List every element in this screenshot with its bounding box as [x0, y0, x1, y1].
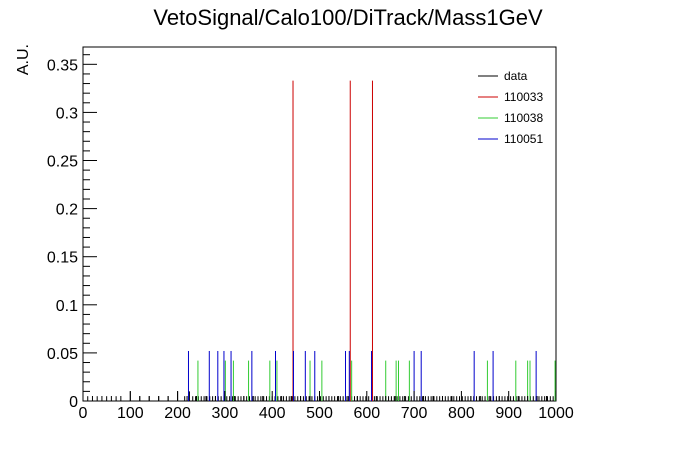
x-tick-label: 400: [259, 405, 286, 422]
histogram-bars: [87, 80, 556, 401]
x-tick-label: 500: [306, 405, 333, 422]
legend-entry-110038: 110038: [504, 111, 543, 125]
legend: data 110033 110038 110051: [478, 69, 543, 146]
plot-frame: [82, 46, 557, 402]
y-tick-label: 0.1: [56, 298, 78, 315]
x-tick-label: 300: [212, 405, 239, 422]
y-tick-label: 0.05: [47, 346, 78, 363]
y-tick-label: 0.15: [47, 250, 78, 267]
legend-entry-110051: 110051: [504, 132, 543, 146]
x-tick-label: 200: [164, 405, 191, 422]
axes: 0 100 200 300 400 500 600 700 800 900 1000 0 0.05 0.1…: [47, 54, 574, 422]
y-tick-label: 0.3: [56, 105, 78, 122]
y-tick-label: 0: [69, 394, 78, 411]
x-tick-label: 100: [117, 405, 144, 422]
y-tick-label: 0.2: [56, 202, 78, 219]
x-tick-label: 900: [495, 405, 522, 422]
legend-entry-110033: 110033: [504, 90, 543, 104]
y-tick-label: 0.25: [47, 154, 78, 171]
y-tick-label: 0.35: [47, 57, 78, 74]
x-tick-label: 600: [353, 405, 380, 422]
x-tick-label: 700: [401, 405, 428, 422]
legend-entry-data: data: [504, 69, 528, 83]
x-tick-label: 800: [448, 405, 475, 422]
y-axis-label: A.U.: [15, 44, 32, 75]
x-tick-label: 0: [79, 405, 88, 422]
x-tick-label: 1000: [538, 405, 574, 422]
chart-title: VetoSignal/Calo100/DiTrack/Mass1GeV: [153, 5, 543, 30]
